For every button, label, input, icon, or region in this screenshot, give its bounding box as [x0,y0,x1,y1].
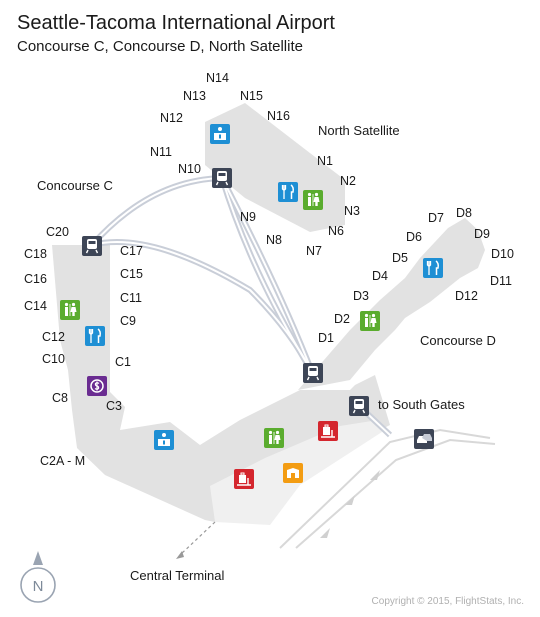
concourse-d-label: Concourse D [420,333,496,348]
gate-label: C16 [24,272,47,286]
gate-label: N2 [340,174,356,188]
restroom-icon[interactable] [264,428,284,448]
gate-label: C1 [115,355,131,369]
gate-label: N8 [266,233,282,247]
concourse-d-floor [298,218,485,390]
gate-label: D11 [490,274,512,288]
train-icon[interactable] [302,362,324,384]
gate-label: D9 [474,227,490,241]
baggage-icon[interactable] [233,468,255,490]
road-arrow-icon [320,528,330,538]
gate-label: D3 [353,289,369,303]
gate-label: N7 [306,244,322,258]
gate-label: N15 [240,89,263,103]
shop-icon[interactable] [283,463,303,483]
compass-letter: N [33,578,44,595]
compass-ring [20,567,56,603]
gate-label: C8 [52,391,68,405]
train-icon[interactable] [211,167,233,189]
central-terminal-arrow-icon [176,551,184,559]
currency-exchange-icon[interactable] [86,375,108,397]
gate-label: N10 [178,162,201,176]
gate-label: D8 [456,206,472,220]
road-arrow-icon [370,470,380,480]
compass: N [20,551,56,603]
gate-label: N1 [317,154,333,168]
gate-label: N14 [206,71,229,85]
gate-label: N13 [183,89,206,103]
restroom-icon[interactable] [360,311,380,331]
north-gates: N1 N2 N3 N6 N7 N8 N9 N10 N11 N12 N13 N14… [150,71,360,258]
food-icon[interactable] [84,325,106,347]
gate-label: N9 [240,210,256,224]
c2a-m-label: C2A - M [40,454,85,468]
gate-label: N11 [150,145,172,159]
gate-label: C18 [24,247,47,261]
gate-label: N6 [328,224,344,238]
concourse-c-gates: C1 C3 C8 C9 C10 C11 C12 C14 C15 C16 C17 … [24,225,143,413]
restroom-icon[interactable] [303,190,323,210]
info-desk-icon[interactable] [154,430,174,450]
gate-label: D7 [428,211,444,225]
gate-label: D5 [392,251,408,265]
map-subtitle: Concourse C, Concourse D, North Satellit… [17,38,303,55]
gate-label: C14 [24,299,47,313]
train-icon[interactable] [348,395,370,417]
copyright-text: Copyright © 2015, FlightStats, Inc. [372,596,524,607]
gate-label: N12 [160,111,183,125]
gate-label: D10 [491,247,514,261]
north-satellite-label: North Satellite [318,123,400,138]
map-title: Seattle-Tacoma International Airport [17,12,335,34]
train-icon[interactable] [81,235,103,257]
gate-label: D6 [406,230,422,244]
gate-label: D4 [372,269,388,283]
restroom-icon[interactable] [60,300,80,320]
car-icon[interactable] [414,429,434,449]
gate-label: C10 [42,352,65,366]
gate-label: C20 [46,225,69,239]
baggage-icon[interactable] [317,420,339,442]
gate-label: C12 [42,330,65,344]
to-south-gates-label[interactable]: to South Gates [378,397,465,412]
gate-label: C3 [106,399,122,413]
road-arrow-icon [345,495,355,505]
food-icon[interactable] [422,257,444,279]
gate-label: C9 [120,314,136,328]
gate-label: N16 [267,109,290,123]
gate-label: C15 [120,267,143,281]
gate-label: D2 [334,312,350,326]
gate-label: D12 [455,289,478,303]
gate-label: C17 [120,244,143,258]
concourse-c-label: Concourse C [37,178,113,193]
info-desk-icon[interactable] [210,124,230,144]
central-terminal-path [179,521,216,556]
compass-arrow-icon [33,551,43,565]
gate-label: C11 [120,291,142,305]
food-icon[interactable] [277,181,299,203]
central-terminal-label[interactable]: Central Terminal [130,568,225,583]
concourse-d-gates: D1 D2 D3 D4 D5 D6 D7 D8 D9 D10 D11 D12 [318,206,514,345]
gate-label: D1 [318,331,334,345]
gate-label: N3 [344,204,360,218]
